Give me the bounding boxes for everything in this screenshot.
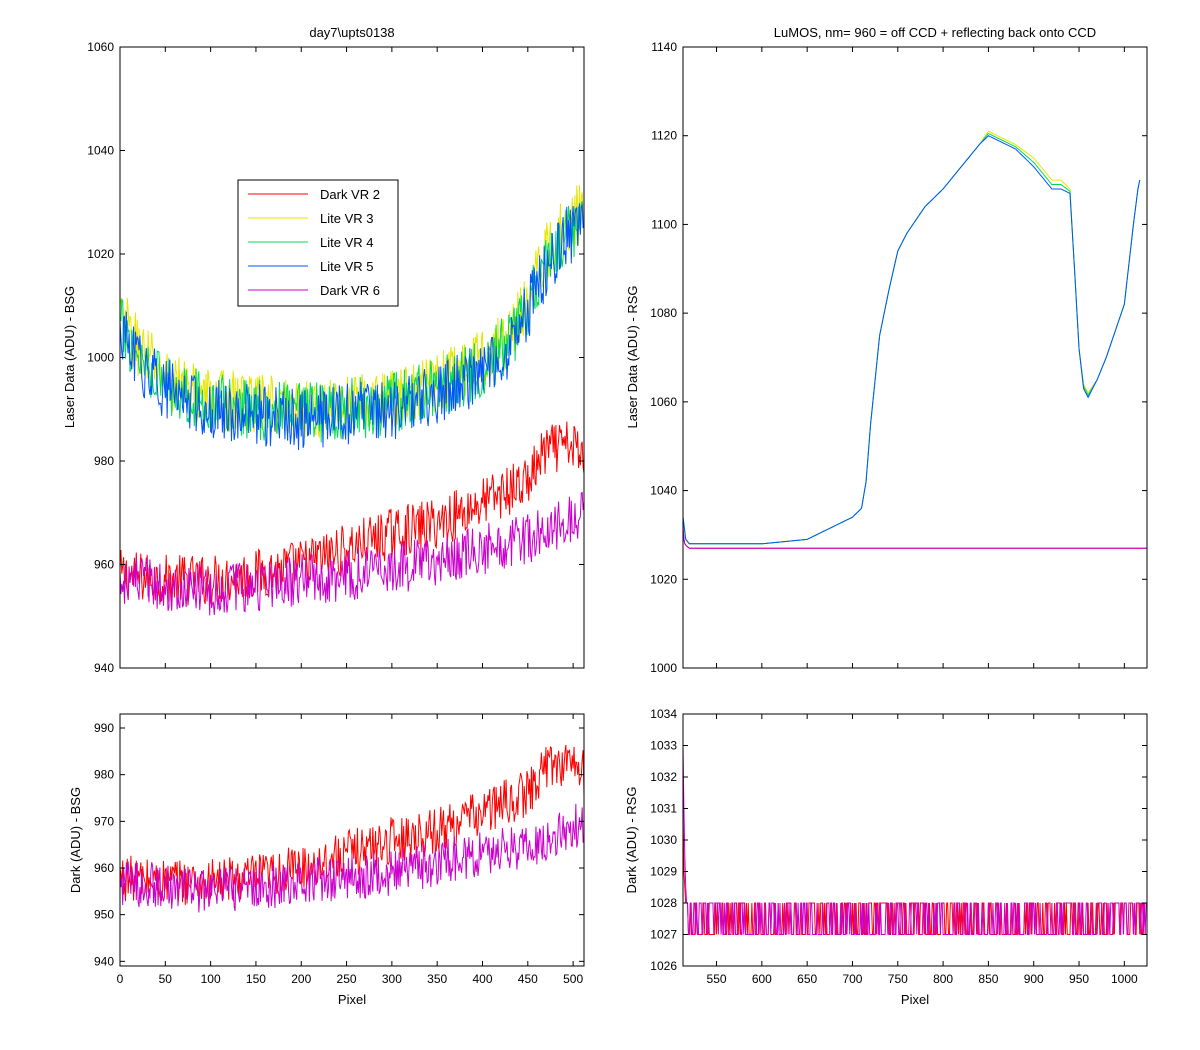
x-tick-label: 150 — [246, 972, 266, 986]
y-tick-label: 960 — [94, 558, 114, 572]
x-tick-label: 100 — [201, 972, 221, 986]
x-tick-label: 50 — [159, 972, 173, 986]
y-tick-label: 1080 — [650, 306, 677, 320]
bsg-laser-panel: day7\upts0138 Laser Data (ADU) - BSG 940… — [62, 25, 585, 675]
x-tick-label: 500 — [563, 972, 583, 986]
y-tick-label: 1020 — [650, 572, 677, 586]
rsg-laser-panel: LuMOS, nm= 960 = off CCD + reflecting ba… — [625, 25, 1148, 675]
x-tick-label: 550 — [707, 972, 727, 986]
y-tick-label: 960 — [94, 861, 114, 875]
chart-title: day7\upts0138 — [309, 25, 394, 40]
x-tick-label: 600 — [752, 972, 772, 986]
legend-label: Lite VR 5 — [320, 259, 373, 274]
legend-box — [237, 179, 399, 307]
x-tick-label: 650 — [797, 972, 817, 986]
y-tick-label: 970 — [94, 814, 114, 828]
y-tick-label: 1030 — [650, 833, 677, 847]
x-tick-label: 950 — [1069, 972, 1089, 986]
y-tick-label: 1033 — [650, 739, 677, 753]
series-line-lite-vr-5 — [120, 203, 584, 451]
y-tick-label: 1100 — [651, 217, 677, 231]
series-line-lite-vr-5 — [683, 135, 1141, 545]
y-tick-label: 1034 — [650, 707, 677, 721]
bsg-dark-panel: Pixel Dark (ADU) - BSG 0 50 100 150 200 250 30… — [68, 713, 585, 1007]
y-axis-label: Laser Data (ADU) - RSG — [625, 285, 640, 428]
x-tick-label: 300 — [382, 972, 402, 986]
y-tick-label: 1040 — [650, 484, 677, 498]
y-axis-label: Dark (ADU) - RSG — [624, 787, 639, 894]
y-tick-label: 1032 — [650, 770, 677, 784]
series-line-dark-vr-6 — [120, 803, 584, 913]
y-tick-label: 1029 — [650, 865, 677, 879]
series-line-dark-vr-2 — [120, 421, 584, 606]
y-tick-label: 980 — [94, 454, 114, 468]
y-tick-label: 1000 — [650, 661, 677, 675]
legend-label: Lite VR 3 — [320, 211, 373, 226]
x-tick-label: 200 — [291, 972, 311, 986]
plot-frame-border — [119, 713, 585, 967]
legend-label: Dark VR 2 — [320, 187, 380, 202]
series-line-lite-vr-4 — [120, 201, 584, 443]
y-tick-label: 950 — [94, 908, 114, 922]
y-tick-label: 990 — [94, 721, 114, 735]
x-tick-label: 250 — [337, 972, 357, 986]
y-tick-label: 1000 — [87, 351, 114, 365]
chart-title: LuMOS, nm= 960 = off CCD + reflecting ba… — [774, 25, 1096, 40]
x-tick-label: 800 — [933, 972, 953, 986]
y-tick-label: 1040 — [87, 144, 114, 158]
plot-frame — [119, 713, 585, 967]
plot-frame-border — [119, 46, 585, 669]
y-axis-label: Dark (ADU) - BSG — [68, 787, 83, 893]
x-tick-label: 350 — [427, 972, 447, 986]
legend-label: Lite VR 4 — [320, 235, 373, 250]
y-tick-label: 1140 — [651, 40, 677, 54]
y-tick-label: 940 — [94, 661, 114, 675]
y-axis-label: Laser Data (ADU) - BSG — [62, 286, 77, 428]
y-tick-label: 1120 — [651, 129, 677, 143]
x-tick-label: 750 — [888, 972, 908, 986]
y-tick-label: 1027 — [650, 928, 677, 942]
y-tick-label: 980 — [94, 768, 114, 782]
x-tick-label: 850 — [978, 972, 998, 986]
x-axis-label: Pixel — [338, 992, 366, 1007]
x-tick-label: 0 — [117, 972, 124, 986]
series-line-dark-vr-6 — [683, 745, 1147, 935]
plot-frame-border — [682, 46, 1148, 669]
y-tick-label: 940 — [94, 954, 114, 968]
plot-frame — [682, 46, 1148, 669]
rsg-dark-panel: Pixel Dark (ADU) - RSG 550 600 650 700 750 80… — [624, 707, 1148, 1007]
y-tick-label: 1031 — [650, 802, 677, 816]
y-tick-label: 1020 — [87, 247, 114, 261]
x-tick-label: 450 — [518, 972, 538, 986]
y-tick-label: 1060 — [87, 40, 114, 54]
legend-label: Dark VR 6 — [320, 283, 380, 298]
x-tick-label: 1000 — [1111, 972, 1138, 986]
plot-frame-border — [682, 713, 1148, 967]
y-tick-label: 1028 — [650, 896, 677, 910]
x-tick-label: 700 — [842, 972, 862, 986]
x-tick-label: 900 — [1024, 972, 1044, 986]
x-axis-label: Pixel — [901, 992, 929, 1007]
x-tick-label: 400 — [472, 972, 492, 986]
y-tick-label: 1060 — [650, 395, 677, 409]
y-tick-label: 1026 — [650, 959, 677, 973]
series-line-dark-vr-6 — [683, 526, 1147, 549]
legend: Dark VR 2 Lite VR 3 Lite VR 4 Lite VR 5 Dark… — [237, 179, 399, 307]
series-line-dark-vr-6 — [120, 491, 584, 616]
